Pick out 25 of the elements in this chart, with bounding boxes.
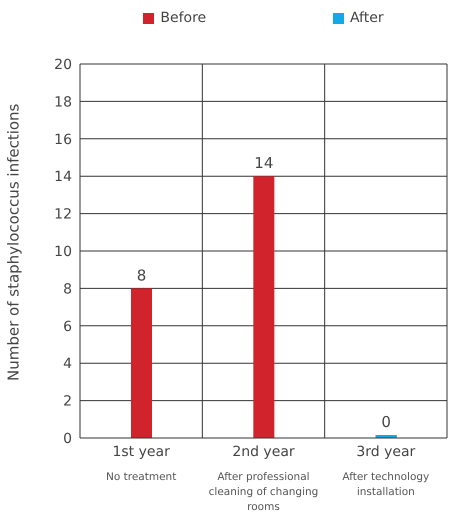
data-label: 8 (136, 266, 146, 284)
y-tick-label: 18 (54, 94, 72, 110)
y-tick-label: 14 (54, 169, 72, 186)
legend-label: Before (159, 10, 206, 26)
data-label: 14 (254, 154, 274, 172)
bar (253, 176, 274, 438)
data-label: 0 (381, 413, 391, 431)
y-tick-label: 0 (63, 430, 72, 447)
y-tick-label: 12 (54, 206, 72, 223)
y-tick-label: 8 (63, 281, 72, 298)
text: After professional cleaning of changing rooms (208, 470, 320, 515)
y-tick-label: 6 (63, 318, 72, 335)
y-axis-title: Number of staphylococcus infections (4, 103, 22, 381)
y-tick-label: 4 (63, 356, 72, 372)
legend-label: After (348, 10, 384, 26)
y-tick-label: 20 (54, 56, 72, 73)
text: No treatment (105, 470, 178, 485)
bar (131, 288, 152, 438)
x-tick-label: 2nd year (232, 444, 295, 460)
y-tick-label: 2 (63, 394, 72, 410)
x-tick-label: 3rd year (356, 444, 416, 460)
y-tick-label: 10 (54, 244, 72, 260)
text: After technology installation (341, 470, 430, 500)
x-tick-label: 1st year (112, 444, 170, 460)
y-tick-label: 16 (54, 132, 72, 148)
